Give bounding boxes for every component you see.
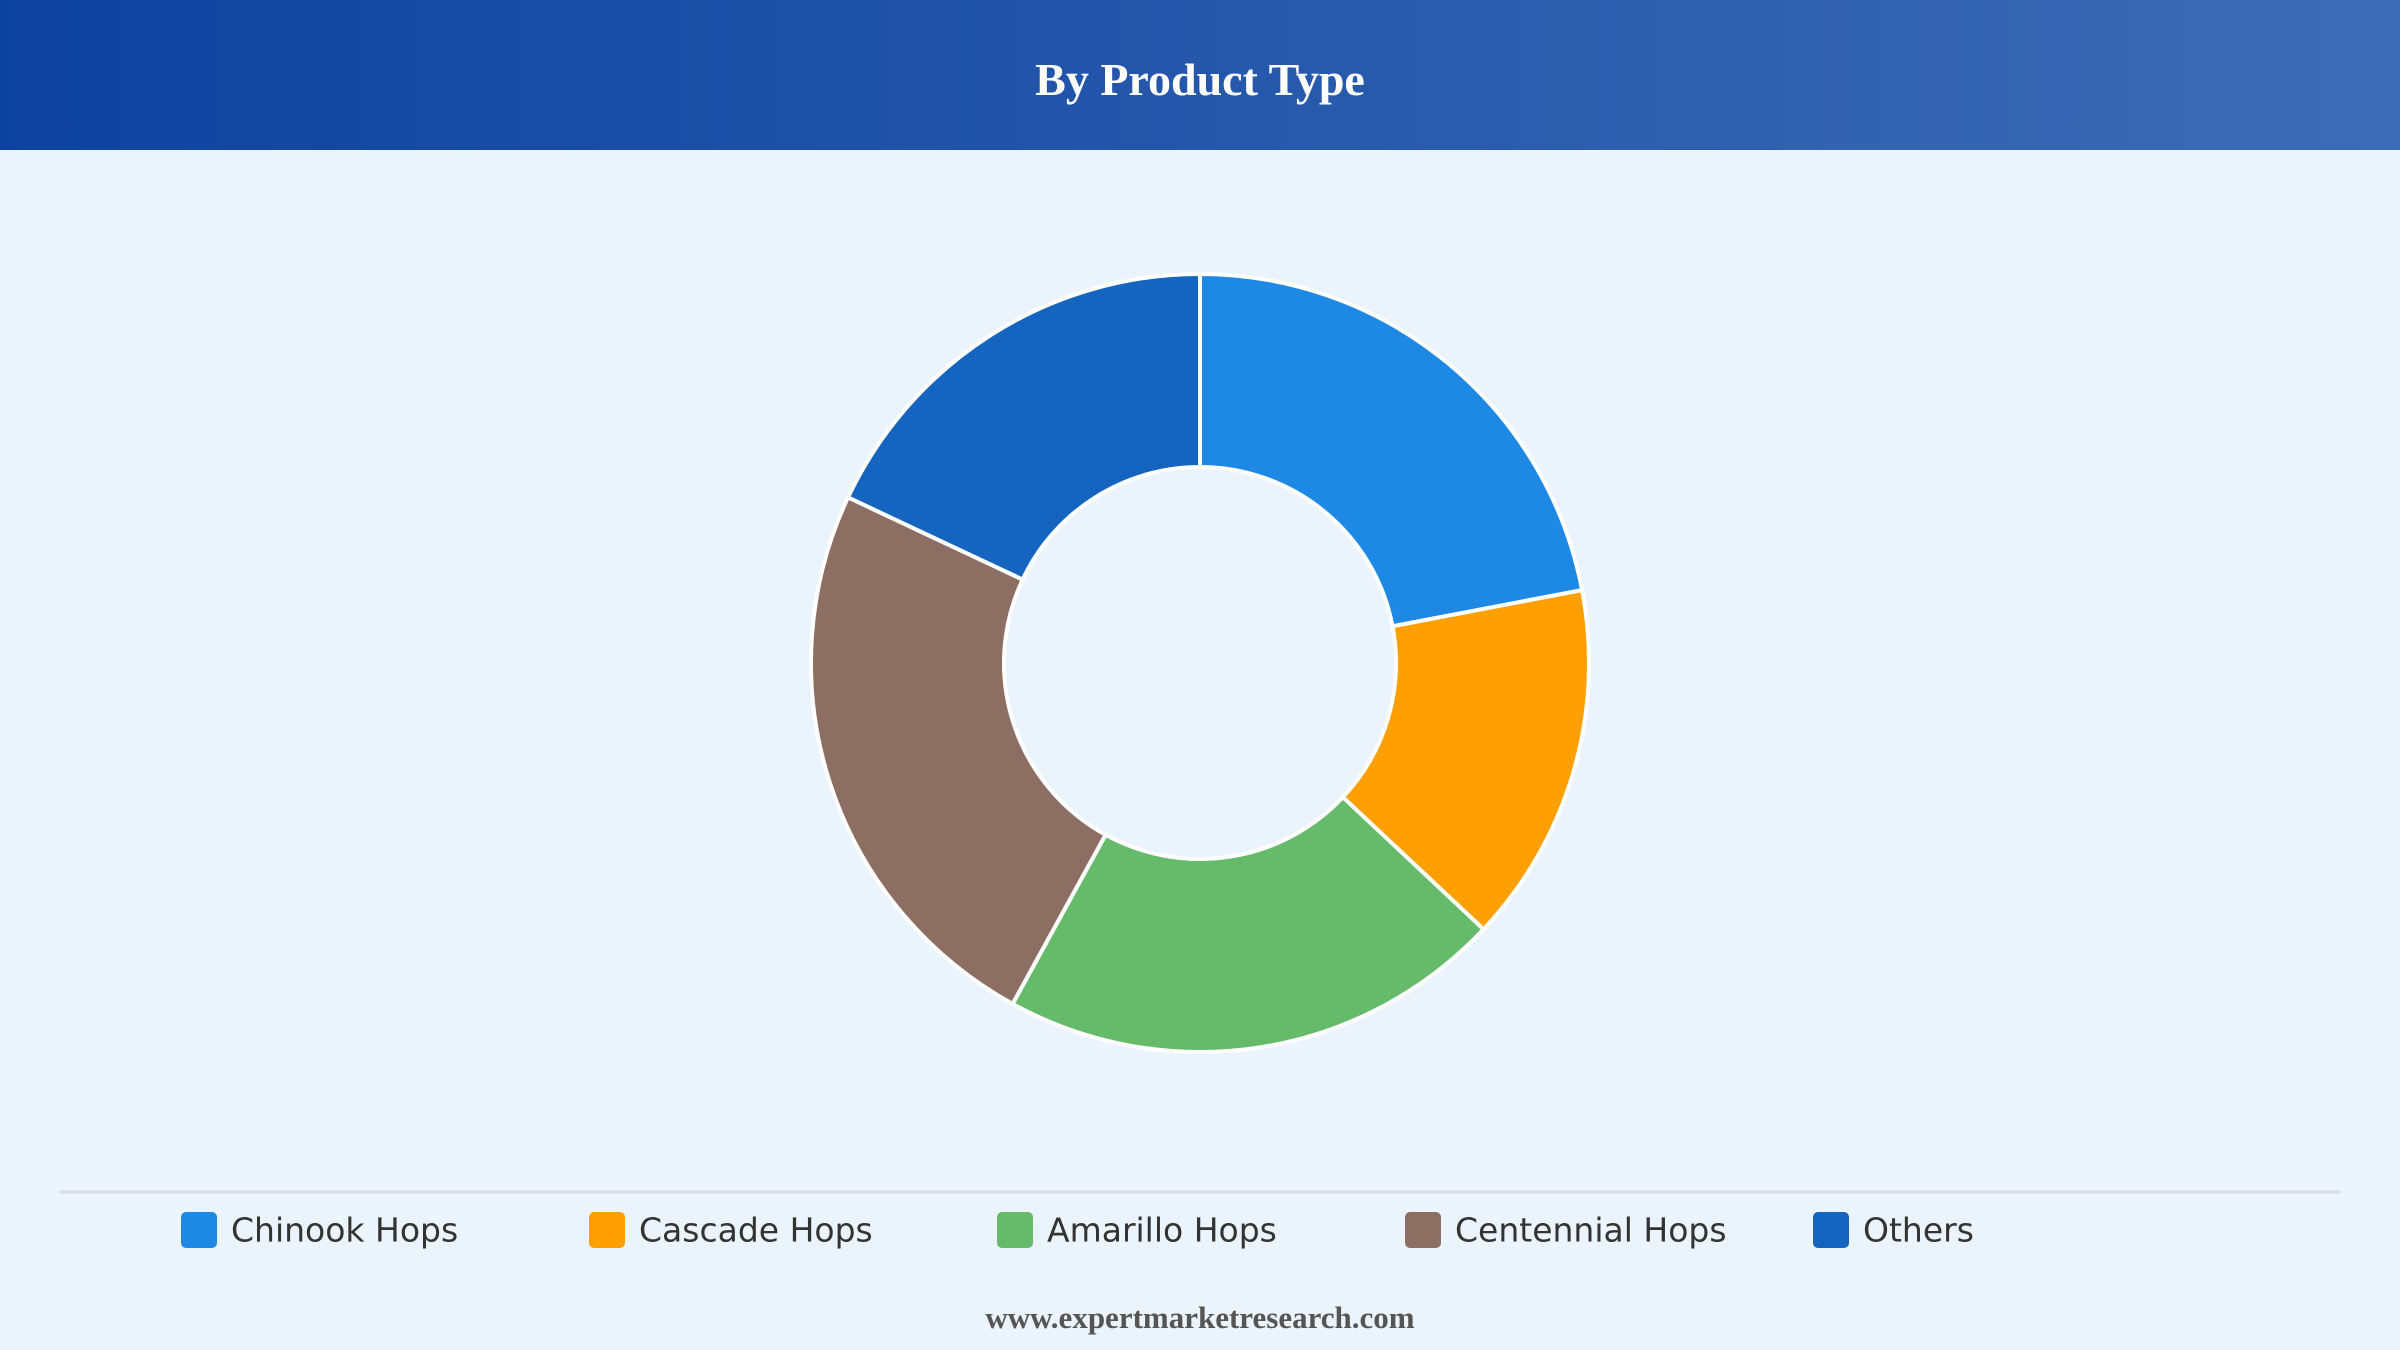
legend-swatch — [181, 1212, 217, 1248]
legend-label: Chinook Hops — [231, 1211, 458, 1250]
slice — [1198, 271, 1585, 629]
footer: www.expertmarketresearch.com — [985, 1300, 1415, 1335]
slice — [809, 494, 1109, 1007]
legend-label: Centennial Hops — [1455, 1211, 1727, 1250]
legend-swatch — [997, 1212, 1033, 1248]
slice — [1340, 587, 1591, 933]
slice — [1009, 794, 1487, 1054]
legend-swatch — [1813, 1212, 1849, 1248]
legend-label: Amarillo Hops — [1047, 1211, 1277, 1250]
legend-label: Cascade Hops — [639, 1211, 873, 1250]
slice — [845, 271, 1202, 583]
legend-label: Others — [1863, 1211, 1974, 1250]
header-bar — [0, 0, 2400, 150]
legend-swatch — [589, 1212, 625, 1248]
legend-swatch — [1405, 1212, 1441, 1248]
chart-title: By Product Type — [1035, 54, 1365, 105]
